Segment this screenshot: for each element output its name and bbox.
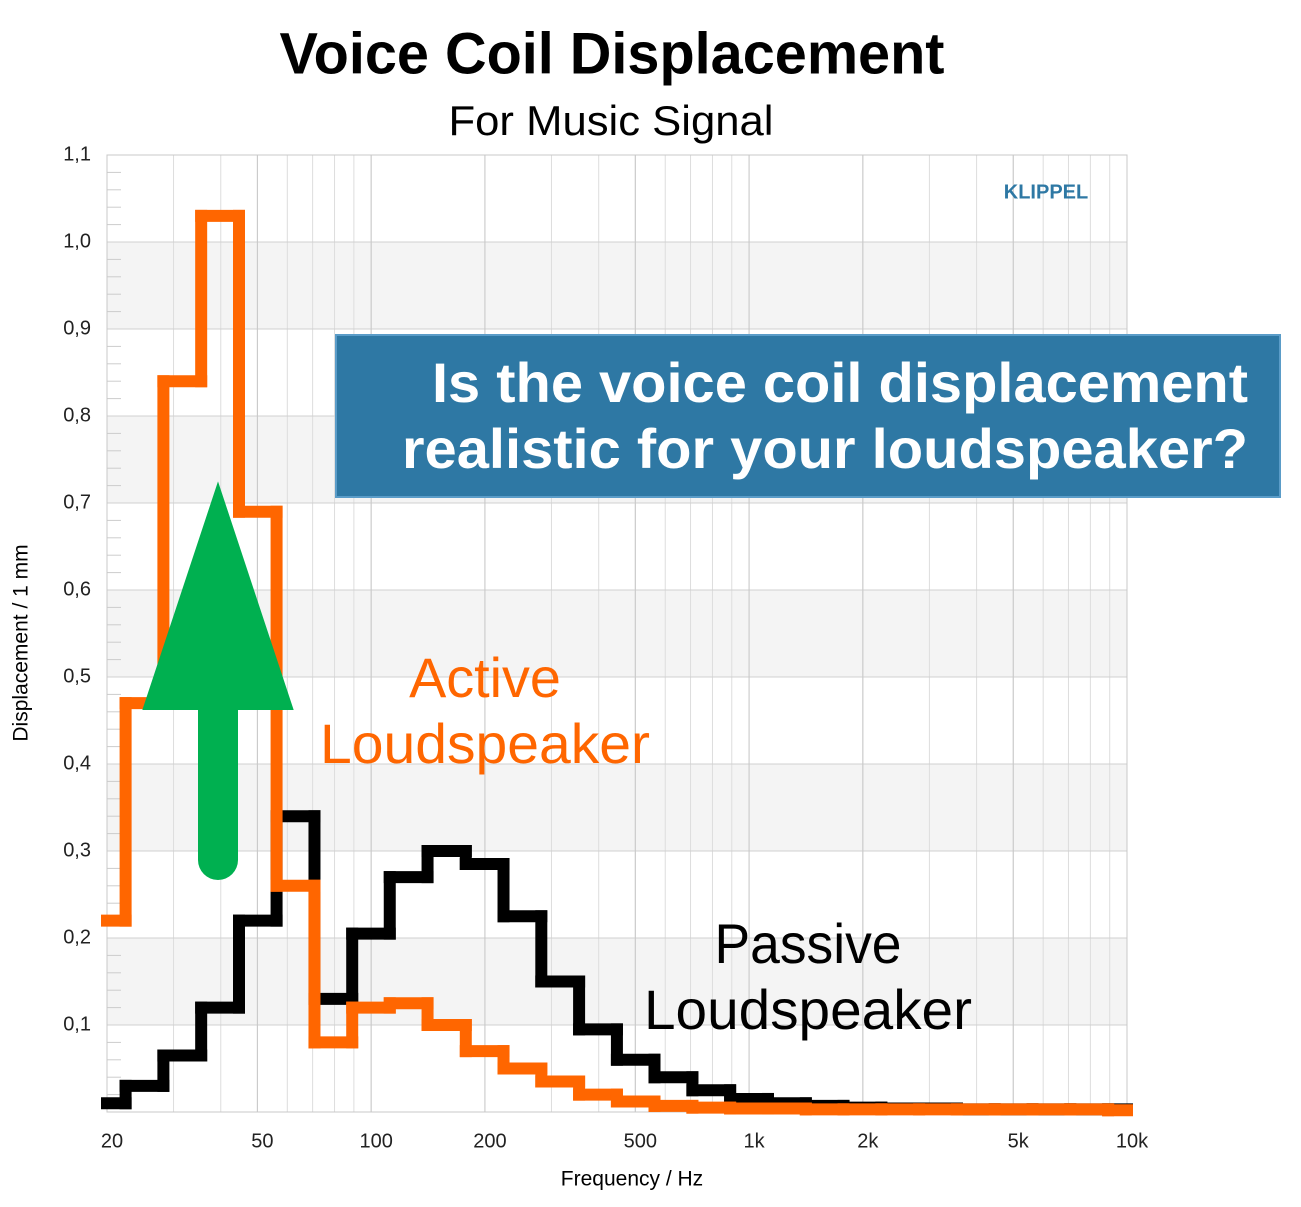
- y-tick-label: 1,1: [63, 143, 91, 165]
- series: [101, 209, 1133, 1117]
- x-tick-label: 10k: [1116, 1130, 1149, 1152]
- arrow-head: [168, 543, 268, 692]
- grid-band: [107, 938, 1127, 1025]
- y-tick-label: 0,6: [63, 578, 91, 600]
- x-tick-label: 20: [101, 1130, 123, 1152]
- callout-text: realistic for your loudspeaker?: [402, 417, 1248, 480]
- chart-subtitle: For Music Signal: [449, 97, 774, 144]
- y-tick-label: 0,7: [63, 491, 91, 513]
- annotation: Passive: [715, 912, 902, 975]
- x-tick-label: 1k: [744, 1130, 766, 1152]
- annotation: Loudspeaker: [320, 712, 650, 775]
- callout-box: [335, 334, 1281, 498]
- grid-band: [107, 764, 1127, 851]
- x-tick-label: 2k: [857, 1130, 879, 1152]
- x-tick-label: 100: [359, 1130, 392, 1152]
- y-tick-label: 0,4: [63, 752, 91, 774]
- y-tick-label: 0,8: [63, 404, 91, 426]
- x-tick-label: 50: [251, 1130, 273, 1152]
- chart-title: Voice Coil Displacement: [280, 21, 945, 86]
- y-tick-label: 0,5: [63, 665, 91, 687]
- x-tick-label: 200: [473, 1130, 506, 1152]
- y-tick-label: 0,9: [63, 317, 91, 339]
- y-axis-label: Displacement / 1 mm: [10, 544, 33, 741]
- y-tick-label: 0,2: [63, 926, 91, 948]
- annotation: Active: [409, 646, 561, 709]
- annotation: Loudspeaker: [644, 978, 972, 1041]
- callout-text: Is the voice coil displacement: [432, 351, 1248, 414]
- x-axis-label: Frequency / Hz: [561, 1168, 703, 1191]
- watermark: KLIPPEL: [1004, 181, 1088, 203]
- x-tick-label: 500: [624, 1130, 657, 1152]
- x-tick-label: 5k: [1008, 1130, 1030, 1152]
- y-tick-label: 0,1: [63, 1013, 91, 1035]
- grid-band: [107, 242, 1127, 329]
- plot-frame: [106, 154, 1128, 1113]
- y-tick-label: 0,3: [63, 839, 91, 861]
- y-tick-label: 1,0: [63, 230, 91, 252]
